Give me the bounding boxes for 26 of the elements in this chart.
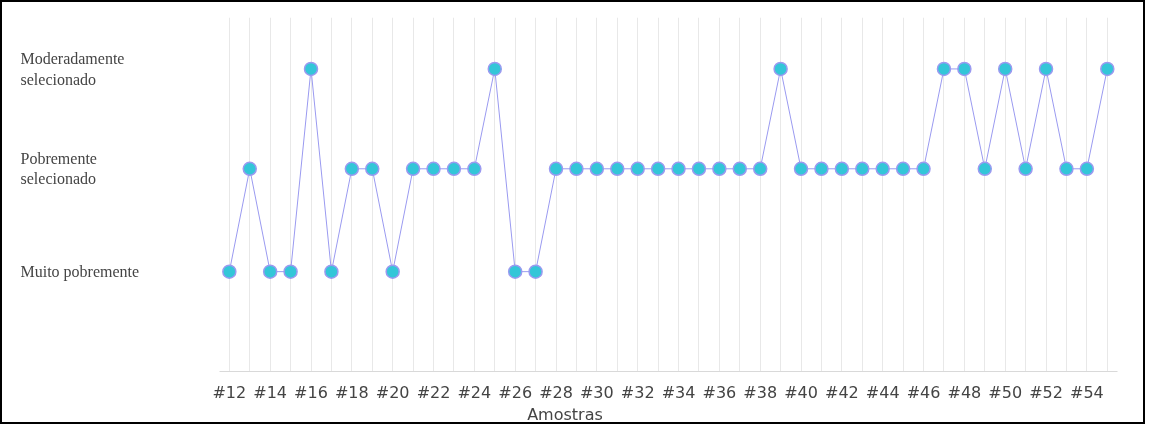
x-tick-label: #20 <box>375 382 410 402</box>
text: Moderadamente selecionado <box>20 50 125 88</box>
x-axis-title: Amostras <box>527 404 603 424</box>
x-tick-label: #22 <box>416 382 451 402</box>
text: Muito pobremente <box>20 263 140 282</box>
x-tick-label: #38 <box>743 382 778 402</box>
x-tick-label: #42 <box>824 382 859 402</box>
x-tick-label: #48 <box>947 382 982 402</box>
x-tick-label: #30 <box>579 382 614 402</box>
x-tick-label: #26 <box>498 382 533 402</box>
x-tick-label: #18 <box>334 382 369 402</box>
x-tick-label: #14 <box>253 382 288 402</box>
text: Pobremente selecionado <box>20 150 97 188</box>
x-tick-label: #36 <box>702 382 737 402</box>
x-tick-label: #46 <box>906 382 941 402</box>
x-tick-label: #24 <box>457 382 492 402</box>
x-tick-label: #54 <box>1069 382 1104 402</box>
x-tick-label: #28 <box>539 382 573 402</box>
x-tick-label: #50 <box>988 382 1023 402</box>
x-tick-label: #16 <box>294 382 328 402</box>
x-tick-label: #44 <box>865 382 900 402</box>
x-tick-label: #52 <box>1029 382 1063 402</box>
x-tick-label: #34 <box>661 382 696 402</box>
x-tick-label: #12 <box>212 382 247 402</box>
x-tick-label: #40 <box>784 382 818 402</box>
x-tick-label: #32 <box>620 382 655 402</box>
